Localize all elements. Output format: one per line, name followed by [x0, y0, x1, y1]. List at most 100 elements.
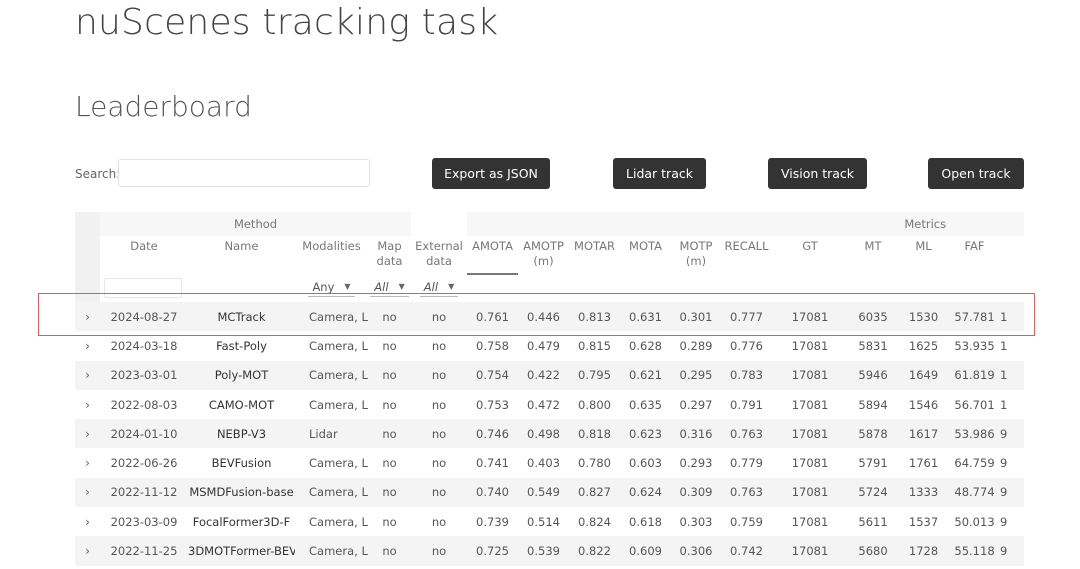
cell-motar: 0.827 [569, 477, 621, 508]
cell-motar: 0.780 [569, 448, 621, 478]
cell-mota: 0.621 [620, 360, 672, 390]
cell-name: Poly-MOT [188, 360, 295, 390]
modalities-filter-value: Any [312, 279, 335, 294]
chevron-right-icon[interactable]: › [75, 360, 100, 390]
cell-next: 9 [1000, 419, 1024, 449]
lidar-track-button[interactable]: Lidar track [613, 158, 706, 189]
cell-gt: 17081 [772, 331, 849, 361]
cell-gt: 17081 [772, 536, 849, 566]
cell-next: 1 [1000, 389, 1024, 420]
chevron-right-icon[interactable]: › [75, 477, 100, 508]
external-data-filter-select[interactable]: All ▼ [419, 280, 459, 297]
column-header-gt[interactable]: GT [772, 236, 849, 274]
cell-amotp: 0.472 [518, 389, 570, 420]
column-header-recall[interactable]: RECALL [721, 236, 773, 274]
leaderboard-table-container[interactable]: Method Metrics Date Name Modalities Map … [75, 212, 1024, 569]
cell-faf: 56.701 [949, 389, 1001, 420]
column-header-amotp[interactable]: AMOTP (m) [518, 236, 570, 274]
caret-down-icon: ▼ [448, 282, 455, 291]
column-header-mota[interactable]: MOTA [620, 236, 672, 274]
column-header-external-data[interactable]: External data [411, 236, 468, 274]
column-header-mt[interactable]: MT [848, 236, 899, 274]
cell-mota: 0.603 [620, 448, 672, 478]
cell-faf: 53.986 [949, 419, 1001, 449]
cell-name: 3DMOTFormer-BEV [188, 536, 295, 566]
cell-external-data: no [411, 448, 468, 478]
cell-mt: 5878 [848, 419, 899, 449]
column-header-motp[interactable]: MOTP (m) [671, 236, 722, 274]
cell-motar: 0.815 [569, 331, 621, 361]
column-header-ml[interactable]: ML [898, 236, 950, 274]
caret-down-icon: ▼ [398, 282, 405, 291]
cell-motp: 0.303 [671, 507, 722, 537]
cell-date: 2022-06-26 [100, 448, 188, 478]
search-input[interactable] [118, 159, 370, 187]
cell-next: 1 [1000, 360, 1024, 390]
column-header-modalities[interactable]: Modalities [295, 236, 368, 274]
cell-amotp: 0.514 [518, 507, 570, 537]
chevron-right-icon[interactable]: › [75, 419, 100, 449]
cell-faf: 50.013 [949, 507, 1001, 537]
cell-date: 2024-03-18 [100, 331, 188, 361]
export-json-button[interactable]: Export as JSON [432, 158, 550, 189]
cell-map-data: no [368, 448, 412, 478]
cell-motp: 0.295 [671, 360, 722, 390]
map-data-filter-select[interactable]: All ▼ [370, 280, 409, 297]
cell-name: CAMO-MOT [188, 389, 295, 420]
chevron-right-icon[interactable]: › [75, 507, 100, 537]
chevron-right-icon[interactable]: › [75, 389, 100, 420]
cell-ml: 1546 [898, 389, 950, 420]
column-header-name[interactable]: Name [188, 236, 295, 274]
column-header-date[interactable]: Date [100, 236, 188, 274]
column-header-faf[interactable]: FAF [949, 236, 1001, 274]
cell-date: 2022-11-25 [100, 536, 188, 566]
cell-mota: 0.635 [620, 389, 672, 420]
chevron-right-icon[interactable]: › [75, 448, 100, 478]
cell-ml: 1761 [898, 448, 950, 478]
cell-external-data: no [411, 302, 468, 332]
cell-mt: 5680 [848, 536, 899, 566]
cell-map-data: no [368, 389, 412, 420]
column-header-motar[interactable]: MOTAR [569, 236, 621, 274]
cell-next: 1 [1000, 302, 1024, 332]
table-row[interactable]: › 2024-01-10 NEBP-V3 Lidar no no 0.746 0.498 0.8… [75, 419, 1024, 449]
column-header-map-data[interactable]: Map data [368, 236, 412, 274]
date-filter-input[interactable] [104, 278, 182, 298]
cell-external-data: no [411, 507, 468, 537]
cell-gt: 17081 [772, 448, 849, 478]
leaderboard-table: Method Metrics Date Name Modalities Map … [75, 212, 1024, 566]
cell-date: 2023-03-01 [100, 360, 188, 390]
cell-ml: 1625 [898, 331, 950, 361]
cell-faf: 57.781 [949, 302, 1001, 332]
cell-external-data: no [411, 360, 468, 390]
cell-motar: 0.813 [569, 302, 621, 332]
cell-gt: 17081 [772, 360, 849, 390]
chevron-right-icon[interactable]: › [75, 331, 100, 361]
vision-track-button[interactable]: Vision track [768, 158, 867, 189]
open-track-button[interactable]: Open track [928, 158, 1024, 189]
cell-external-data: no [411, 331, 468, 361]
cell-amotp: 0.403 [518, 448, 570, 478]
modalities-filter-select[interactable]: Any ▼ [308, 279, 355, 297]
cell-amota: 0.754 [467, 360, 519, 390]
chevron-right-icon[interactable]: › [75, 536, 100, 566]
cell-amotp: 0.549 [518, 477, 570, 508]
cell-recall: 0.777 [721, 302, 773, 332]
cell-motp: 0.309 [671, 477, 722, 508]
section-title: Leaderboard [75, 90, 252, 123]
cell-amota: 0.746 [467, 419, 519, 449]
column-header-amota[interactable]: AMOTA [467, 236, 519, 275]
chevron-right-icon[interactable]: › [75, 302, 100, 332]
cell-mt: 5831 [848, 331, 899, 361]
cell-gt: 17081 [772, 477, 849, 508]
cell-motar: 0.822 [569, 536, 621, 566]
cell-mota: 0.628 [620, 331, 672, 361]
